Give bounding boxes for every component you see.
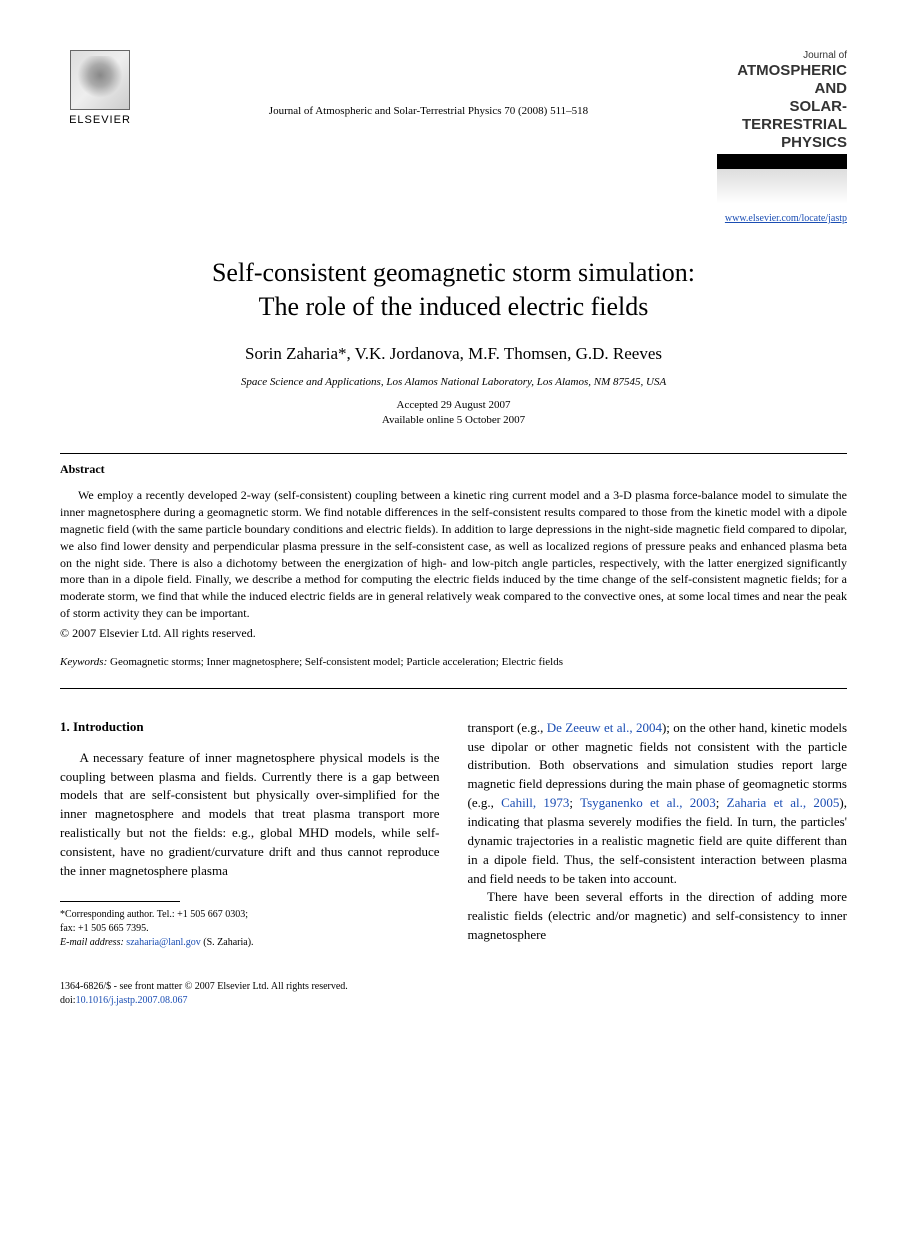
title-line2: The role of the induced electric fields (259, 292, 649, 321)
journal-title-line1: ATMOSPHERIC AND (717, 62, 847, 98)
footer-issn: 1364-6826/$ - see front matter © 2007 El… (60, 980, 847, 994)
footnote-email[interactable]: szaharia@lanl.gov (124, 937, 201, 948)
text-frag-c: ; (569, 795, 580, 810)
keywords: Keywords: Geomagnetic storms; Inner magn… (60, 656, 847, 668)
corresponding-author-footnote: *Corresponding author. Tel.: +1 505 667 … (60, 908, 440, 950)
journal-link[interactable]: www.elsevier.com/locate/jastp (725, 213, 847, 224)
citation-dezeeuw[interactable]: De Zeeuw et al., 2004 (547, 720, 662, 735)
text-frag-d: ; (716, 795, 727, 810)
header-row: ELSEVIER Journal of Atmospheric and Sola… (60, 50, 847, 226)
column-right: transport (e.g., De Zeeuw et al., 2004);… (468, 719, 848, 950)
title-line1: Self-consistent geomagnetic storm simula… (212, 258, 695, 287)
journal-title-line3: PHYSICS (717, 134, 847, 152)
footnote-separator (60, 901, 180, 902)
publication-dates: Accepted 29 August 2007 Available online… (60, 398, 847, 429)
keywords-label: Keywords: (60, 656, 107, 668)
footnote-tel: *Corresponding author. Tel.: +1 505 667 … (60, 908, 440, 922)
intro-paragraph-1: A necessary feature of inner magnetosphe… (60, 749, 440, 881)
footnote-fax: fax: +1 505 665 7395. (60, 922, 440, 936)
journal-reference: Journal of Atmospheric and Solar-Terrest… (140, 50, 717, 117)
journal-title-line2: SOLAR-TERRESTRIAL (717, 98, 847, 134)
footnote-email-line: E-mail address: szaharia@lanl.gov (S. Za… (60, 936, 440, 950)
page-footer: 1364-6826/$ - see front matter © 2007 El… (60, 980, 847, 1008)
publisher-name: ELSEVIER (69, 114, 131, 126)
footnote-email-suffix: (S. Zaharia). (201, 937, 254, 948)
section-1-heading: 1. Introduction (60, 719, 440, 735)
journal-cover-graphic (717, 154, 847, 204)
keywords-text: Geomagnetic storms; Inner magnetosphere;… (107, 656, 563, 668)
citation-zaharia[interactable]: Zaharia et al., 2005 (727, 795, 840, 810)
intro-paragraph-1-cont: transport (e.g., De Zeeuw et al., 2004);… (468, 719, 848, 889)
citation-tsyganenko[interactable]: Tsyganenko et al., 2003 (580, 795, 716, 810)
footer-doi[interactable]: 10.1016/j.jastp.2007.08.067 (76, 995, 188, 1006)
footnote-email-label: E-mail address: (60, 937, 124, 948)
journal-title-small: Journal of (717, 50, 847, 62)
text-frag-a: transport (e.g., (468, 720, 547, 735)
elsevier-tree-icon (70, 50, 130, 110)
footer-doi-label: doi: (60, 995, 76, 1006)
authors: Sorin Zaharia*, V.K. Jordanova, M.F. Tho… (60, 344, 847, 364)
citation-cahill[interactable]: Cahill, 1973 (501, 795, 569, 810)
publisher-logo: ELSEVIER (60, 50, 140, 140)
footer-doi-line: doi:10.1016/j.jastp.2007.08.067 (60, 994, 847, 1008)
journal-cover: Journal of ATMOSPHERIC AND SOLAR-TERREST… (717, 50, 847, 226)
journal-title-box: Journal of ATMOSPHERIC AND SOLAR-TERREST… (717, 50, 847, 152)
abstract-text: We employ a recently developed 2-way (se… (60, 487, 847, 621)
divider-top (60, 453, 847, 454)
online-date: Available online 5 October 2007 (382, 414, 525, 426)
abstract-heading: Abstract (60, 462, 847, 477)
divider-bottom (60, 688, 847, 689)
affiliation: Space Science and Applications, Los Alam… (60, 376, 847, 388)
body-columns: 1. Introduction A necessary feature of i… (60, 719, 847, 950)
abstract-copyright: © 2007 Elsevier Ltd. All rights reserved… (60, 626, 847, 641)
intro-paragraph-2: There have been several efforts in the d… (468, 888, 848, 945)
accepted-date: Accepted 29 August 2007 (397, 399, 511, 411)
article-title: Self-consistent geomagnetic storm simula… (60, 256, 847, 324)
column-left: 1. Introduction A necessary feature of i… (60, 719, 440, 950)
